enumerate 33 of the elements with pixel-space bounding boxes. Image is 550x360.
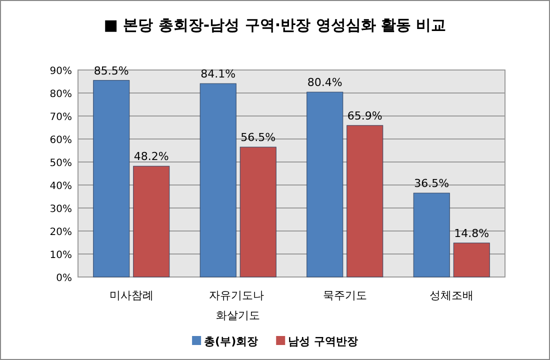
x-tick-label: 미사참례 xyxy=(109,289,154,302)
text: 14.8% xyxy=(454,226,490,240)
legend-label: 남성 구역반장 xyxy=(288,335,358,348)
bar xyxy=(306,92,344,278)
y-tick-label: 70% xyxy=(50,112,72,123)
y-tick-label: 10% xyxy=(50,250,72,261)
text: 84.1% xyxy=(200,68,236,81)
y-tick-label: 30% xyxy=(50,204,72,215)
bar xyxy=(133,166,170,278)
y-tick-label: 80% xyxy=(50,89,72,100)
text: 48.2% xyxy=(134,150,169,164)
text: 36.5% xyxy=(414,177,450,190)
text: 56.5% xyxy=(240,131,276,144)
text: 85.5% xyxy=(94,64,129,78)
text: 80.4% xyxy=(307,76,342,90)
x-tick-label: 자유기도나 화살기도 xyxy=(208,289,268,322)
bar xyxy=(200,83,236,278)
x-tick-label: 성체조배 xyxy=(430,289,474,302)
bar xyxy=(346,125,384,278)
bar xyxy=(93,80,130,278)
y-tick-label: 50% xyxy=(50,158,72,169)
y-tick-label: 90% xyxy=(50,66,72,77)
y-tick-label: 60% xyxy=(50,135,72,146)
x-tick-label: 묵주기도 xyxy=(322,289,367,302)
y-tick-label: 40% xyxy=(50,181,72,192)
chart-title: ■ 본당 총회장-남성 구역·반장 영성심화 활동 비교 xyxy=(104,16,446,34)
bar xyxy=(413,192,450,278)
text: 65.9% xyxy=(347,109,382,122)
y-tick-label: 20% xyxy=(50,227,72,238)
bar xyxy=(240,146,276,278)
bar xyxy=(453,242,490,278)
legend-label: 총(부)회장 xyxy=(204,335,258,348)
y-tick-label: 0% xyxy=(56,273,72,284)
